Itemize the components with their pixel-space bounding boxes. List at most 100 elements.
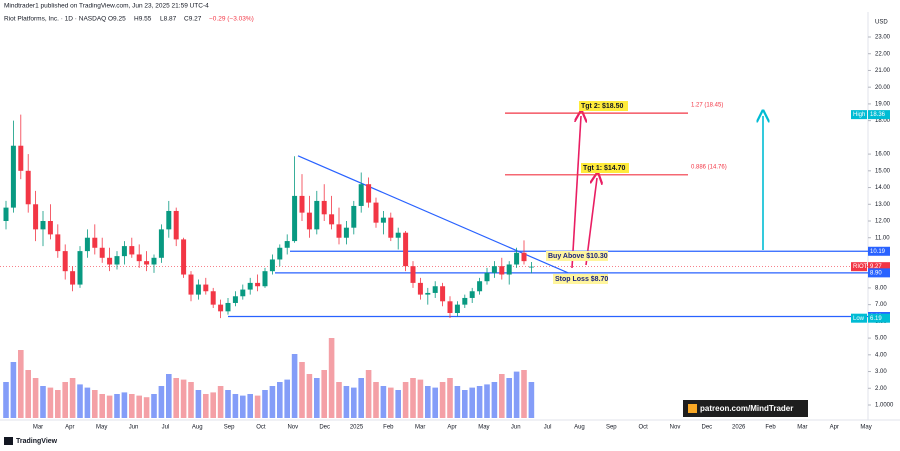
x-tick-label: Feb [765, 425, 776, 431]
volume-bar [491, 382, 498, 418]
candle-body [462, 297, 468, 305]
candle-body [18, 145, 24, 171]
y-tick-label: 19.00 [875, 101, 891, 107]
volume-bar [69, 378, 76, 418]
price-label: 10.19 [870, 249, 886, 255]
price-label-name: High [853, 112, 865, 118]
candle-body [521, 252, 527, 262]
candle-body [62, 251, 68, 272]
x-tick-label: Jun [511, 425, 521, 431]
y-tick-label: 13.00 [875, 202, 891, 208]
candle-body [181, 239, 187, 275]
volume-bar [343, 386, 350, 418]
candle-body [491, 266, 497, 273]
arrow [571, 116, 581, 269]
ohlc-change: −0.29 (−3.03%) [209, 16, 254, 23]
candle-body [92, 237, 98, 248]
price-label-name-box [851, 262, 867, 272]
volume-bar [158, 386, 165, 418]
candle-body [195, 284, 201, 295]
x-tick-label: Oct [256, 425, 266, 431]
x-tick-label: Sep [606, 425, 617, 431]
candle-body [388, 217, 394, 238]
fib-label: 0.886 (14.76) [691, 164, 727, 170]
volume-bar [299, 362, 305, 418]
candle-body [55, 234, 61, 252]
candle-body [3, 207, 9, 221]
volume-bar [217, 386, 224, 418]
volume-bar [484, 384, 490, 418]
x-tick-label: Mar [797, 425, 807, 431]
candle-body [395, 232, 401, 238]
candle-body [269, 259, 275, 272]
candle-body [107, 257, 113, 265]
volume-bar [47, 387, 54, 418]
candle-body [403, 232, 409, 267]
candle-body [25, 170, 31, 205]
volume-bar [92, 390, 98, 418]
y-tick-label: 21.00 [875, 68, 891, 74]
volume-bar [365, 370, 372, 418]
volume-bar [25, 370, 31, 418]
candle-body [440, 286, 446, 302]
candle-body [225, 302, 231, 312]
volume-bar [262, 390, 268, 418]
y-tick-label: 8.00 [875, 285, 887, 291]
x-tick-label: May [860, 425, 871, 431]
x-tick-label: Apr [830, 425, 839, 431]
candle-body [47, 221, 53, 235]
published: Mindtrader1 published on TradingView.com… [4, 3, 209, 10]
candle-body [121, 246, 127, 257]
candle-body [499, 266, 505, 275]
volume-bar [129, 394, 135, 418]
x-tick-label: Jul [544, 425, 552, 431]
x-tick-label: May [96, 425, 107, 431]
candle-body [484, 272, 490, 282]
candle-body [343, 227, 349, 238]
price-label-box [868, 262, 890, 272]
price-label: 8.90 [870, 270, 882, 276]
watermark-box [683, 400, 808, 417]
candle-body [425, 292, 431, 295]
candle-body [240, 289, 246, 297]
x-tick-label: Oct [638, 425, 648, 431]
price-label-name-box [851, 110, 867, 120]
candle-body [336, 224, 342, 238]
candle-body [99, 247, 105, 258]
candle-body [129, 246, 135, 255]
volume-bar [506, 378, 512, 418]
y-tick-label: 23.00 [875, 35, 891, 41]
volume-bar [269, 386, 276, 418]
x-tick-label: Aug [192, 425, 203, 431]
volume-bar [195, 390, 202, 418]
ohlc-high: H9.55 [134, 16, 152, 23]
volume-bar [18, 350, 24, 418]
candle-body [84, 237, 90, 252]
y-tick-label: 5.00 [875, 336, 887, 342]
candle-body [292, 195, 298, 242]
price-label: 18.36 [870, 112, 886, 118]
candle-body [321, 200, 327, 215]
x-tick-label: Nov [287, 425, 298, 431]
volume-bar [314, 378, 320, 418]
price-label-box [868, 313, 890, 323]
candle-body [262, 271, 268, 287]
candle-body [188, 274, 194, 295]
volume-bar [499, 374, 505, 418]
candle-body [417, 282, 423, 295]
x-tick-label: Nov [670, 425, 681, 431]
volume-bar [40, 386, 46, 418]
volume-bar [476, 386, 483, 418]
x-tick-label: Mar [415, 425, 425, 431]
arrow [585, 178, 597, 266]
symbol: Riot Platforms, Inc. · 1D · NASDAQ [4, 16, 106, 23]
volume-bar [447, 378, 453, 418]
x-tick-label: Dec [702, 425, 713, 431]
volume-bar [358, 378, 364, 418]
volume-bar [240, 395, 246, 418]
candle-body [10, 145, 16, 208]
y-tick-label: 12.00 [875, 219, 891, 225]
volume-bar [388, 387, 394, 418]
x-tick-label: Jul [162, 425, 170, 431]
volume-bar [328, 338, 335, 418]
